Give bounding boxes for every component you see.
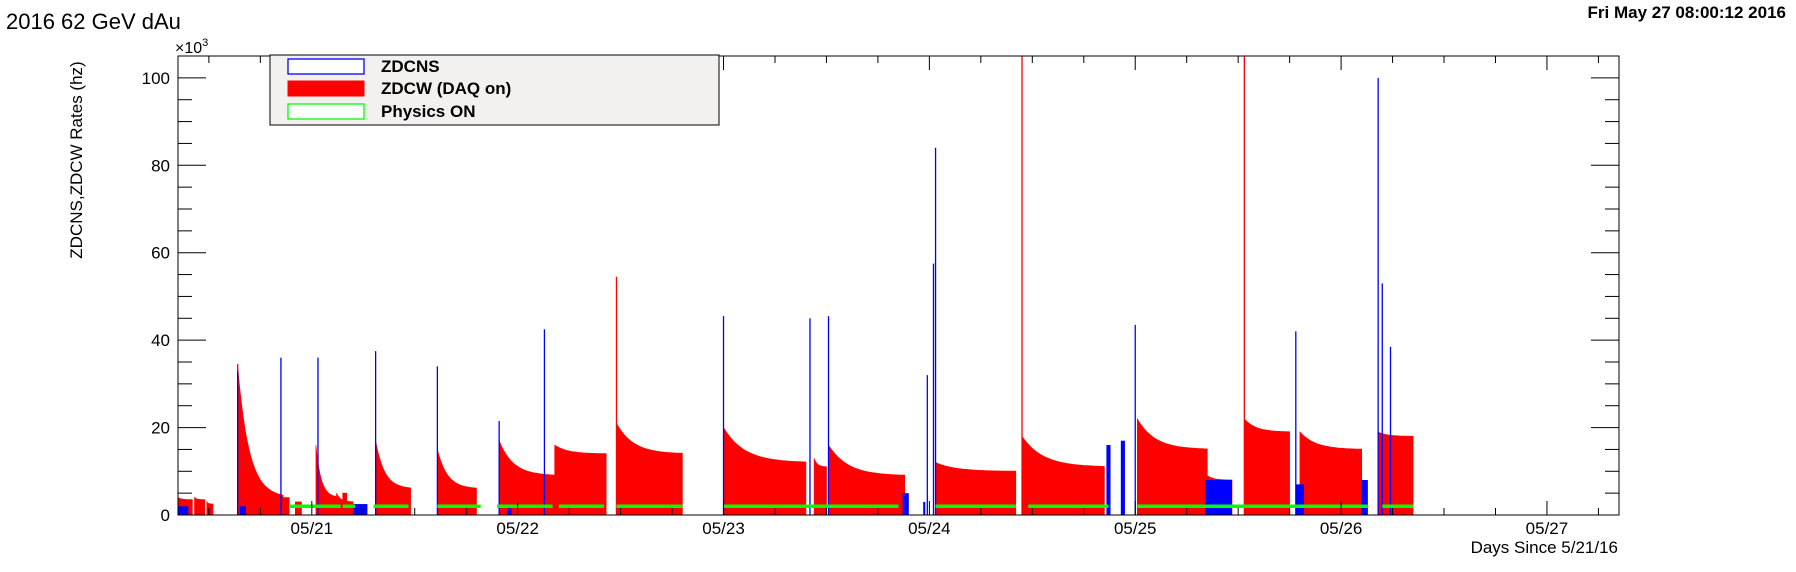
legend-label-physics: Physics ON: [381, 102, 476, 121]
y-multiplier-base: ×10: [175, 40, 202, 57]
y-tick-label-80: 80: [151, 156, 170, 175]
zdcns-block-2: [352, 504, 368, 515]
zdcw-fill-15: [813, 458, 827, 516]
plot-frame: [177, 55, 1620, 516]
y-tick-label-100: 100: [142, 69, 170, 88]
zdcns-block-3: [507, 508, 512, 515]
zdcw-fill-22: [1299, 431, 1362, 516]
zdcw-fill-23: [1377, 431, 1414, 516]
zdcw-fill-6: [315, 445, 337, 516]
zdcw-fill-5: [294, 501, 302, 516]
zdcw-fill-11: [498, 440, 556, 516]
chart-title: 2016 62 GeV dAu: [6, 9, 181, 34]
y-tick-label-0: 0: [161, 506, 170, 525]
y-tick-label-20: 20: [151, 419, 170, 438]
x-tick-label-05-24: 05/24: [908, 519, 951, 538]
y-tick-label-60: 60: [151, 244, 170, 263]
zdcw-fill-17: [935, 462, 1017, 516]
zdcw-fill-14: [723, 426, 807, 516]
zdcw-fill-8: [375, 440, 411, 516]
zdcns-block-4: [902, 493, 909, 515]
timestamp: Fri May 27 08:00:12 2016: [1588, 3, 1786, 22]
zdcw-fill-4: [282, 497, 290, 516]
x-tick-label-05-21: 05/21: [291, 519, 334, 538]
x-tick-label-05-25: 05/25: [1114, 519, 1157, 538]
x-tick-label-05-23: 05/23: [702, 519, 745, 538]
legend: ZDCNS ZDCW (DAQ on) Physics ON: [269, 54, 720, 126]
y-multiplier-exp: 3: [202, 37, 208, 49]
x-tick-label-05-26: 05/26: [1320, 519, 1363, 538]
legend-swatch-zdcns: [287, 58, 365, 75]
zdcw-fill-2: [206, 501, 214, 516]
zdcw-fill-19: [1137, 417, 1208, 516]
y-multiplier: ×103: [175, 37, 208, 57]
zdcns-block-10: [1361, 480, 1368, 515]
zdcns-block-1: [239, 506, 246, 515]
zdcw-fill-10: [437, 449, 477, 516]
plot-area: 0 20 40 60 80 100 05/21 05/22 05/23 05/24 05/25 05/…: [142, 55, 1620, 538]
zdcns-block-7: [1120, 440, 1125, 515]
legend-swatch-zdcw: [287, 80, 365, 97]
legend-swatch-physics: [287, 103, 365, 120]
zdcw-fill-16: [828, 444, 906, 516]
zdcw-fill-18: [1021, 435, 1105, 516]
zdcw-fill-12: [554, 444, 607, 516]
x-tick-label-05-22: 05/22: [496, 519, 539, 538]
x-tick-label-05-27: 05/27: [1526, 519, 1569, 538]
zdcw-fill-9: [342, 492, 348, 516]
x-axis-label: Days Since 5/21/16: [1471, 538, 1618, 557]
y-axis-label: ZDCNS,ZDCW Rates (hz): [67, 61, 86, 258]
zdcns-block-0: [178, 506, 189, 515]
zdcw-fill-21: [1244, 418, 1290, 516]
zdcns-block-5: [923, 501, 926, 515]
zdcns-block-6: [1106, 445, 1111, 515]
legend-label-zdcns: ZDCNS: [381, 57, 440, 76]
zdcw-fill-13: [616, 422, 683, 516]
zdcw-fill-3: [237, 366, 284, 516]
zdcns-block-8: [1205, 480, 1232, 515]
zdcw-fill-1: [194, 496, 206, 516]
legend-label-zdcw: ZDCW (DAQ on): [381, 79, 511, 98]
y-tick-label-40: 40: [151, 331, 170, 350]
zdcns-block-9: [1295, 484, 1305, 515]
